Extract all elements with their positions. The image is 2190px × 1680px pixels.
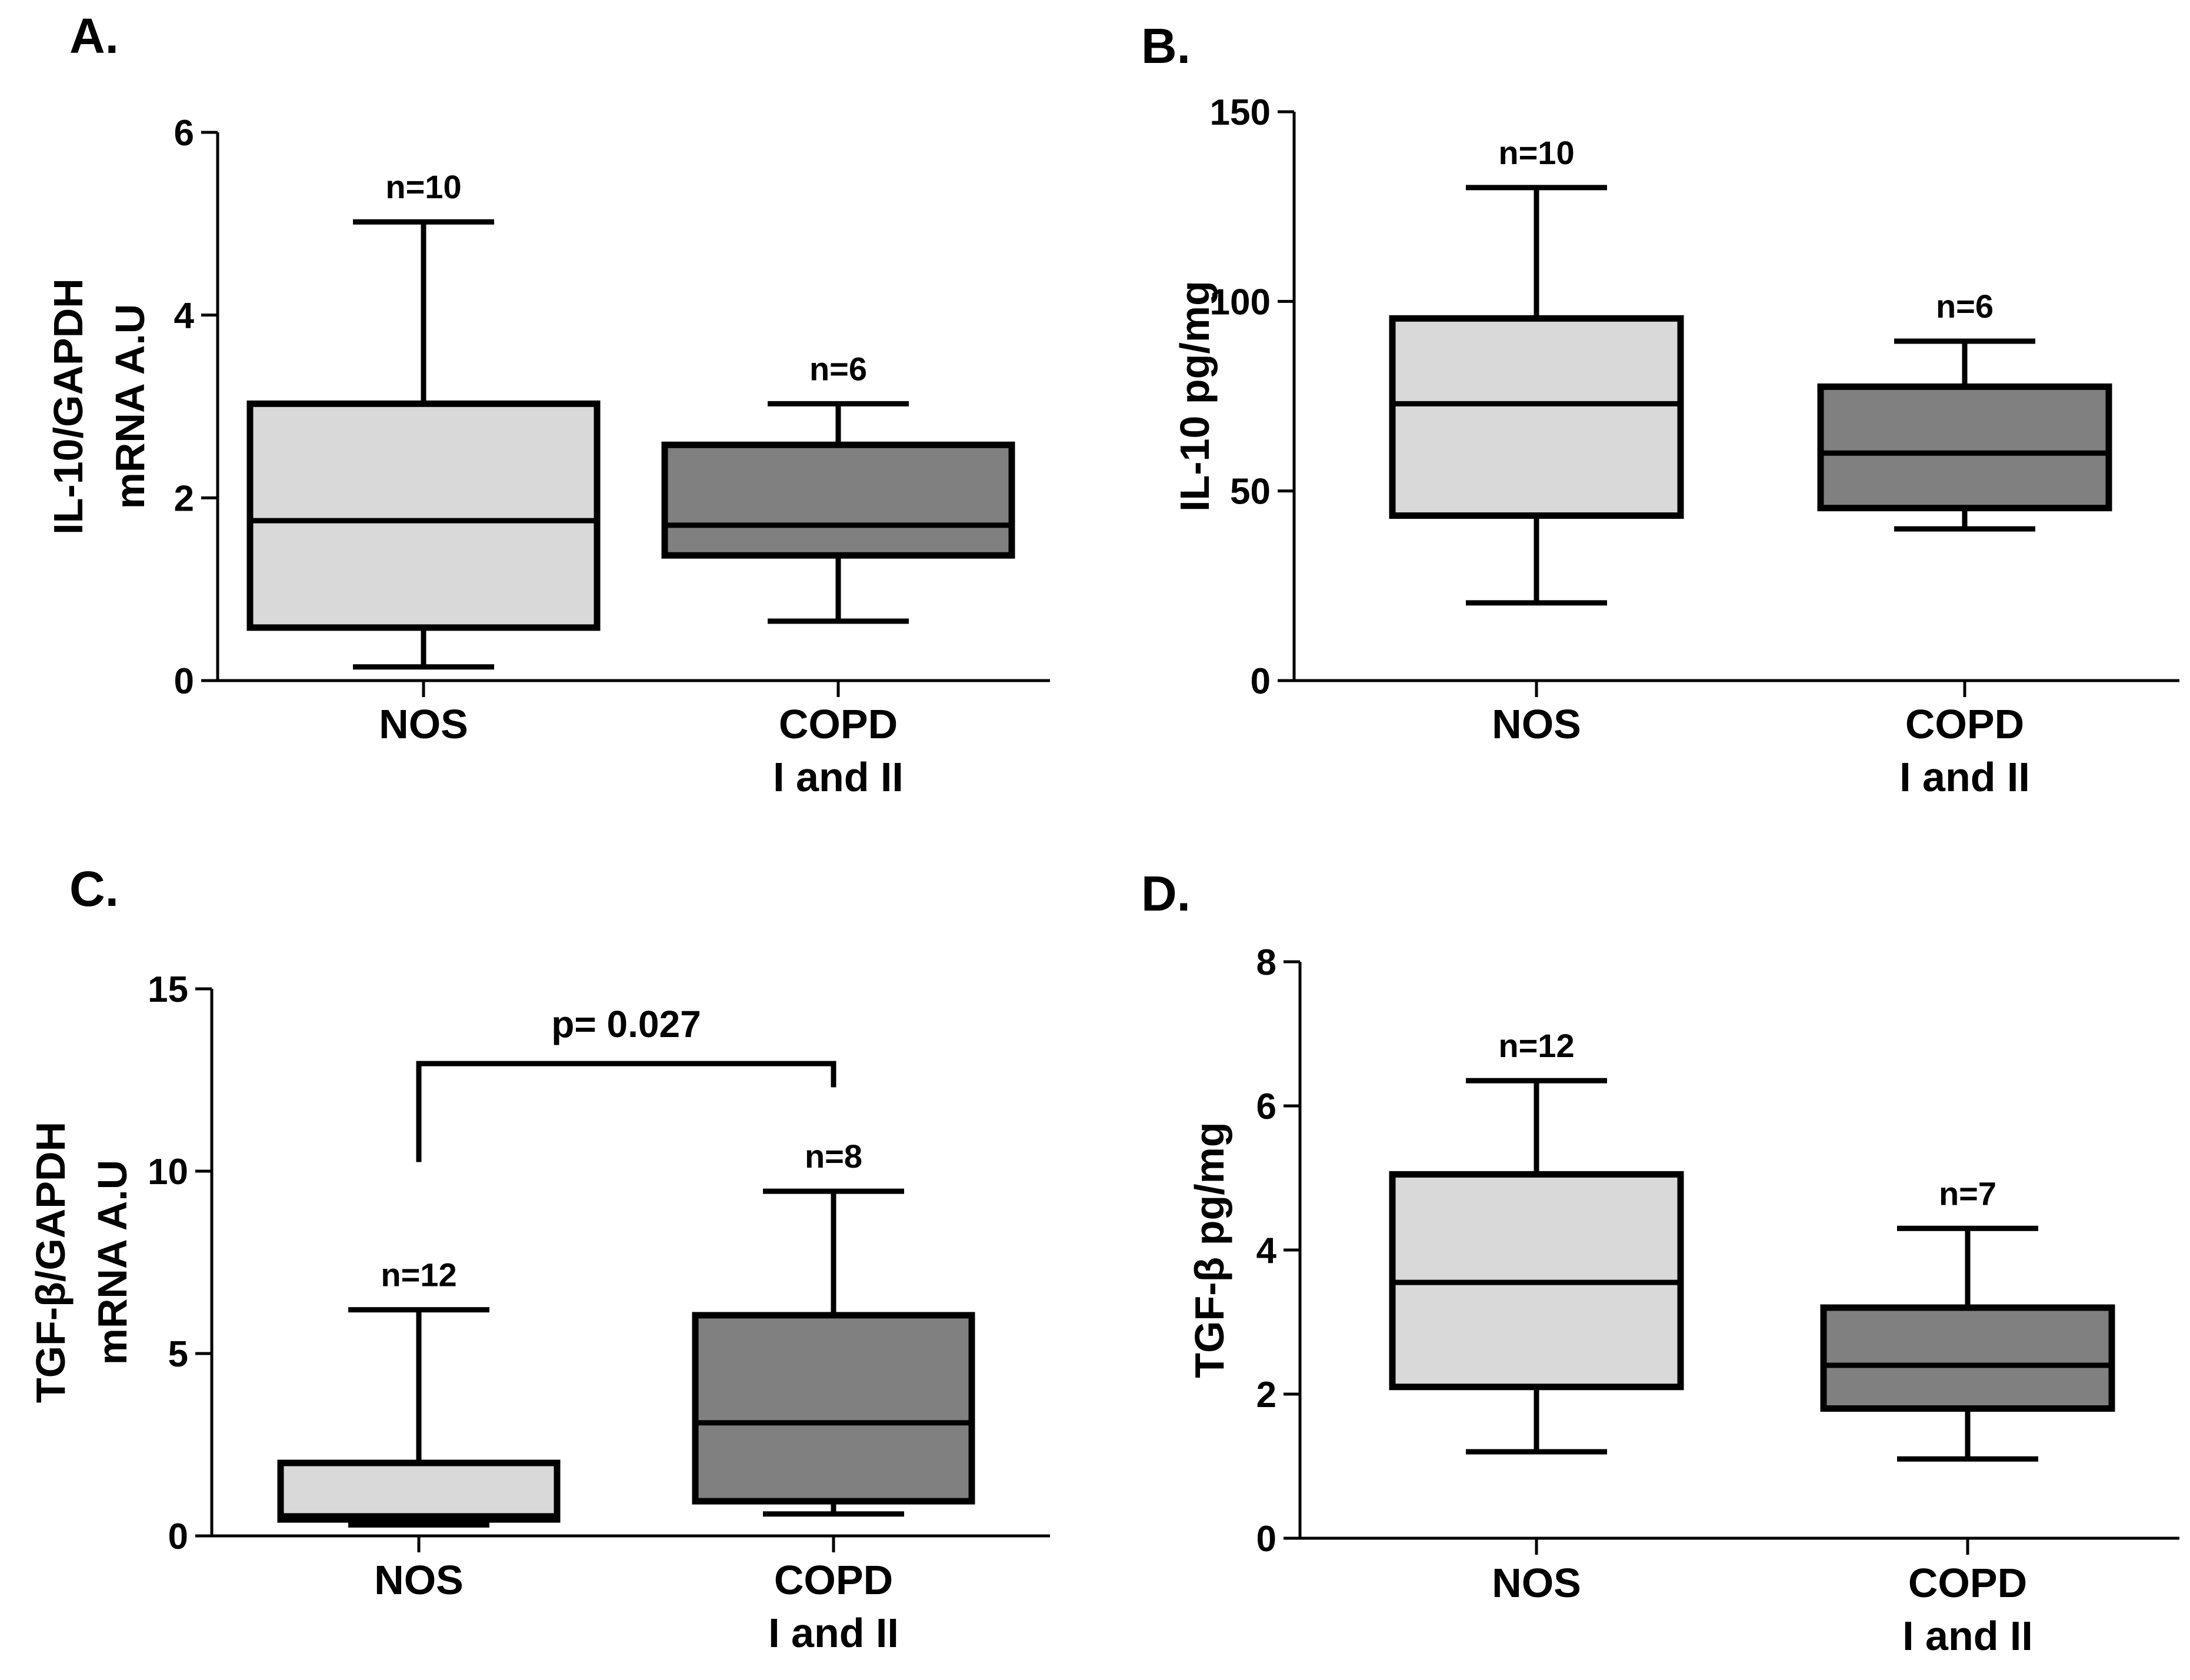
- n-label: n=12: [1498, 1027, 1574, 1064]
- y-axis-label: TGF-β pg/mg: [1186, 1122, 1232, 1378]
- x-category-label: I and II: [768, 1610, 899, 1656]
- y-tick-label: 0: [174, 661, 194, 702]
- y-tick-label: 0: [168, 1516, 188, 1557]
- panel-letter: B.: [1141, 18, 1191, 74]
- x-category-label: COPD: [1905, 701, 2024, 747]
- y-tick-label: 4: [1256, 1231, 1277, 1271]
- x-category-label: NOS: [1492, 701, 1581, 747]
- y-tick-label: 0: [1251, 661, 1271, 702]
- panel-d: D. 0 2 4 6 8 NOS COPD I and II TGF-β pg/mg n=12 n=7: [1141, 866, 2179, 1659]
- y-tick-label: 15: [148, 969, 188, 1010]
- x-category-label: COPD: [774, 1557, 893, 1603]
- y-tick-label: 2: [1256, 1375, 1276, 1415]
- x-category-label: NOS: [1492, 1560, 1581, 1606]
- n-label: n=10: [385, 168, 461, 205]
- y-tick-label: 2: [174, 478, 194, 519]
- iqr-box: [692, 1312, 975, 1505]
- significance-bracket: [416, 1061, 836, 1162]
- n-label: n=7: [1939, 1175, 1996, 1212]
- y-tick-label: 10: [148, 1152, 188, 1192]
- x-category-label: NOS: [374, 1557, 464, 1603]
- x-category-label: NOS: [379, 701, 468, 747]
- y-axis-label: IL-10 pg/mg: [1172, 281, 1218, 512]
- x-category-label: I and II: [1899, 754, 2030, 800]
- n-label: n=8: [805, 1138, 862, 1175]
- y-tick-label: 5: [168, 1334, 188, 1375]
- y-tick-label: 6: [174, 113, 194, 154]
- iqr-box: [277, 1459, 561, 1523]
- iqr-box: [1820, 1304, 2115, 1412]
- x-category-label: I and II: [1902, 1613, 2033, 1659]
- n-label: n=6: [809, 350, 867, 387]
- y-tick-label: 8: [1256, 942, 1276, 983]
- iqr-box: [1817, 383, 2112, 512]
- y-axis-label: IL-10/GAPDH: [45, 278, 91, 535]
- x-category-label: COPD: [779, 701, 898, 747]
- y-tick-label: 150: [1210, 92, 1271, 133]
- iqr-box: [661, 441, 1015, 559]
- panel-letter: D.: [1141, 866, 1191, 921]
- iqr-box: [1389, 315, 1684, 519]
- y-axis-label: mRNA A.U: [107, 304, 153, 509]
- y-tick-label: 100: [1210, 282, 1271, 322]
- y-tick-label: 0: [1256, 1519, 1276, 1559]
- x-category-label: COPD: [1908, 1560, 2027, 1606]
- panel-a: A. 0 2 4 6 NOS COPD I and II IL-10/GAPDH mRNA A.U…: [45, 8, 1050, 800]
- y-axis-label: TGF-β/GAPDH: [28, 1122, 74, 1403]
- n-label: n=6: [1936, 288, 1994, 325]
- p-value-label: p= 0.027: [551, 1003, 701, 1045]
- y-axis-label: mRNA A.U: [89, 1160, 135, 1365]
- y-tick-label: 6: [1256, 1086, 1276, 1127]
- panel-letter: A.: [69, 8, 119, 64]
- n-label: n=12: [381, 1256, 456, 1294]
- panel-b: B. 0 50 100 150 NOS COPD I and II IL-10 pg/mg n=1…: [1141, 18, 2179, 800]
- n-label: n=10: [1498, 134, 1574, 171]
- iqr-box: [246, 400, 601, 631]
- x-category-label: I and II: [773, 754, 904, 800]
- panel-c: C. 0 5 10 15 NOS COPD I and II TGF-β/GAPDH mRNA A…: [28, 861, 1050, 1656]
- y-tick-label: 50: [1230, 472, 1271, 512]
- panel-letter: C.: [69, 861, 119, 916]
- y-tick-label: 4: [174, 296, 195, 336]
